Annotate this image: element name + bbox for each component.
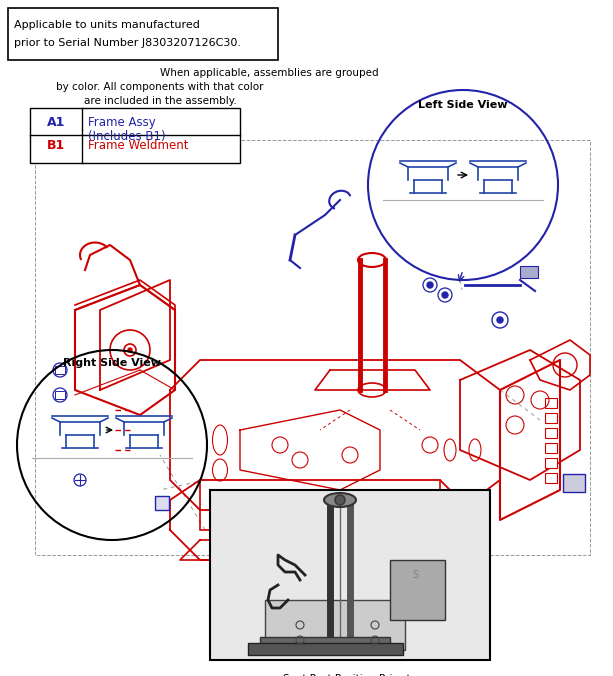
Text: Frame Assy: Frame Assy: [88, 116, 156, 129]
Bar: [390, 560, 445, 620]
Text: Right Side View: Right Side View: [63, 358, 161, 368]
Bar: [8, 8, 278, 60]
Text: by color. All components with that color: by color. All components with that color: [56, 82, 264, 92]
Bar: [248, 643, 403, 655]
Circle shape: [427, 282, 433, 288]
Circle shape: [497, 317, 503, 323]
Text: B1: B1: [47, 139, 65, 152]
Text: Seat Post Position Prior to: Seat Post Position Prior to: [283, 674, 417, 676]
Bar: [563, 474, 585, 492]
Bar: [340, 530, 370, 555]
Bar: [545, 458, 557, 468]
Ellipse shape: [324, 493, 356, 507]
Bar: [260, 637, 390, 645]
Bar: [545, 398, 557, 408]
Text: S: S: [412, 570, 418, 580]
Bar: [520, 266, 538, 278]
Bar: [30, 108, 240, 163]
Bar: [545, 413, 557, 423]
Text: Left Side View: Left Side View: [418, 100, 508, 110]
Bar: [265, 600, 405, 650]
Text: prior to Serial Number J8303207126C30.: prior to Serial Number J8303207126C30.: [14, 38, 241, 48]
Text: are included in the assembly.: are included in the assembly.: [83, 96, 237, 106]
Text: Applicable to units manufactured: Applicable to units manufactured: [14, 20, 200, 30]
Circle shape: [128, 348, 132, 352]
Circle shape: [335, 495, 345, 505]
Bar: [210, 490, 490, 660]
Bar: [545, 443, 557, 453]
Bar: [55, 391, 65, 399]
Bar: [155, 496, 169, 510]
Bar: [545, 428, 557, 438]
Text: When applicable, assemblies are grouped: When applicable, assemblies are grouped: [160, 68, 379, 78]
Text: Frame Weldment: Frame Weldment: [88, 139, 189, 152]
Bar: [545, 473, 557, 483]
Text: (Includes B1): (Includes B1): [88, 130, 166, 143]
Circle shape: [442, 292, 448, 298]
Bar: [55, 366, 65, 374]
Text: A1: A1: [47, 116, 65, 129]
